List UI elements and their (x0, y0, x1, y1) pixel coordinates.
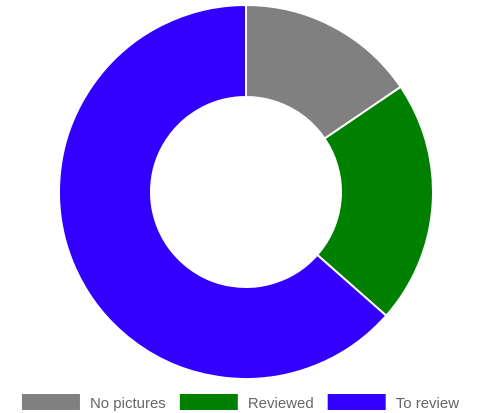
legend-swatch-to-review (327, 394, 386, 410)
slices (58, 3, 434, 380)
legend: No pictures Reviewed To review (21, 394, 460, 412)
slice-reviewed[interactable] (315, 85, 434, 318)
legend-swatch-reviewed (179, 394, 238, 410)
legend-label-to-review: To review (396, 395, 460, 412)
legend-item-no-pictures[interactable]: No pictures (21, 394, 166, 412)
legend-label-reviewed: Reviewed (248, 395, 314, 412)
legend-swatch-no-pictures (21, 394, 80, 410)
legend-item-reviewed[interactable]: Reviewed (179, 394, 314, 412)
legend-item-to-review[interactable]: To review (327, 394, 460, 412)
slice-to-review[interactable] (58, 3, 388, 380)
legend-label-no-pictures: No pictures (90, 395, 166, 412)
